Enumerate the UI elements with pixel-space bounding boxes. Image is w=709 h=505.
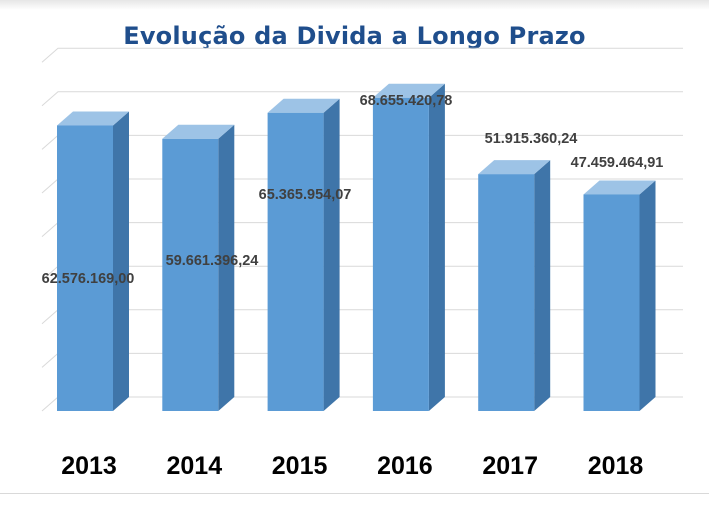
data-label: 68.655.420,78 (360, 93, 453, 109)
data-labels: 62.576.169,00 59.661.396,24 65.365.954,07 6… (42, 93, 664, 287)
data-label: 62.576.169,00 (42, 271, 135, 287)
bar-top (162, 124, 235, 139)
bar-side (428, 83, 445, 411)
category-labels: 2013 2014 2015 2016 2017 2018 (61, 452, 643, 480)
bars (57, 83, 656, 412)
x-tick-label: 2013 (61, 452, 117, 480)
bar-side (534, 160, 551, 411)
gridline (41, 178, 683, 194)
data-label: 65.365.954,07 (259, 187, 352, 203)
bar (583, 194, 640, 411)
bar (478, 174, 535, 411)
bar-top (57, 111, 129, 126)
data-label: 51.915.360,24 (485, 131, 578, 147)
x-tick-label: 2015 (272, 452, 328, 480)
bar-top (478, 160, 551, 175)
bar-top (583, 180, 656, 195)
bar (57, 125, 113, 412)
bar-side (639, 180, 656, 411)
data-label: 47.459.464,91 (571, 155, 664, 171)
x-tick-label: 2016 (377, 452, 433, 480)
data-label: 59.661.396,24 (166, 253, 259, 269)
x-tick-label: 2014 (166, 452, 222, 480)
x-tick-label: 2018 (588, 452, 644, 480)
bar-side (323, 98, 340, 412)
bar (162, 138, 219, 412)
bar (372, 97, 429, 411)
bottom-divider (0, 493, 709, 494)
bar-top (372, 83, 445, 98)
bar-side (218, 124, 235, 412)
gridline (41, 91, 683, 107)
top-strip (0, 0, 709, 10)
x-tick-label: 2017 (482, 452, 538, 480)
gridline (41, 134, 683, 150)
bar-top (267, 98, 340, 113)
chart-title: Evolução da Divida a Longo Prazo (123, 22, 586, 50)
gridline (41, 47, 683, 63)
bar (267, 112, 324, 412)
bar-side (113, 111, 129, 412)
